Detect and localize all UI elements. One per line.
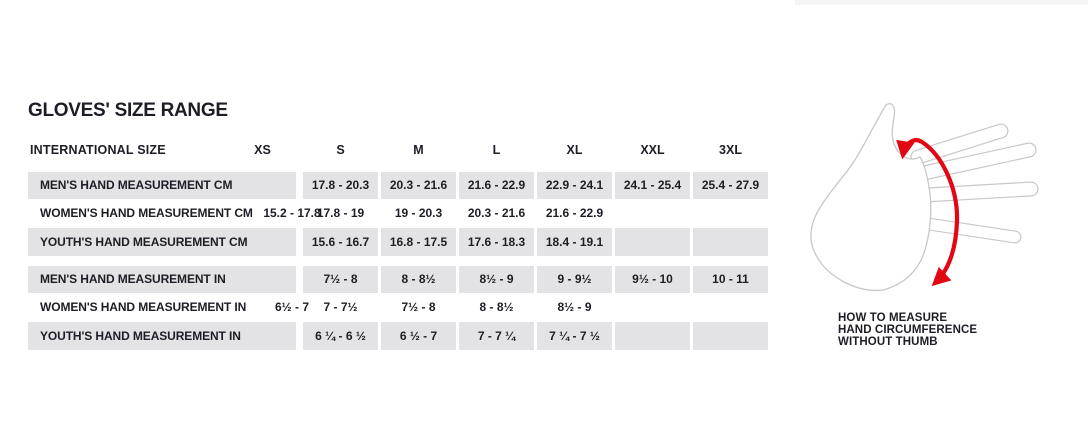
row-label-cell (28, 266, 296, 293)
size-header-3xl: 3XL (719, 143, 742, 157)
size-cell: 7 - 7½ (323, 300, 358, 314)
table-row-youth-in: YOUTH'S HAND MEASUREMENT IN 6 ¼ - 6 ½ 6 … (0, 322, 1088, 350)
caption-line: HAND CIRCUMFERENCE (838, 324, 978, 336)
size-cell: 20.3 - 21.6 (381, 172, 456, 199)
size-cell-empty (693, 228, 768, 256)
page-title: GLOVES' SIZE RANGE (28, 100, 228, 121)
row-label: MEN'S HAND MEASUREMENT IN (40, 272, 226, 286)
measure-arrow-icon (896, 138, 960, 287)
size-cell: 7 ¼ - 7 ½ (537, 322, 612, 350)
size-header-xxl: XXL (640, 143, 665, 157)
measure-caption: HOW TO MEASURE HAND CIRCUMFERENCE WITHOU… (838, 312, 977, 348)
size-cell-empty (615, 228, 690, 256)
size-cell: 19 - 20.3 (394, 206, 443, 220)
size-cell: 17.6 - 18.3 (459, 228, 534, 256)
caption-line: WITHOUT THUMB (838, 336, 938, 348)
top-edge-band (795, 0, 1088, 5)
size-cell: 15.6 - 16.7 (303, 228, 378, 256)
size-cell: 25.4 - 27.9 (693, 172, 768, 199)
row-label: WOMEN'S HAND MEASUREMENT IN (40, 300, 247, 314)
size-header-l: L (492, 143, 501, 157)
size-cell: 21.6 - 22.9 (459, 172, 534, 199)
size-cell-empty (615, 322, 690, 350)
size-cell: 8 - 8½ (381, 266, 456, 293)
table-row-women-cm: WOMEN'S HAND MEASUREMENT CM 15.2 - 17.8 … (0, 200, 1088, 227)
row-label: MEN'S HAND MEASUREMENT CM (40, 178, 233, 192)
size-cell: 24.1 - 25.4 (615, 172, 690, 199)
size-header-xl: XL (566, 143, 583, 157)
size-cell: 8 - 8½ (479, 300, 514, 314)
table-row-men-in: MEN'S HAND MEASUREMENT IN 7½ - 8 8 - 8½ … (0, 266, 1088, 293)
size-cell: 18.4 - 19.1 (537, 228, 612, 256)
row-label: YOUTH'S HAND MEASUREMENT CM (40, 235, 248, 249)
palm-thumb-outline (810, 103, 932, 292)
size-cell: 22.9 - 24.1 (537, 172, 612, 199)
row-label-cell (28, 228, 296, 256)
size-cell: 20.3 - 21.6 (467, 206, 526, 220)
size-header-m: M (413, 143, 424, 157)
size-cell-empty (693, 322, 768, 350)
size-cell: 17.8 - 19 (316, 206, 365, 220)
size-cell: 7½ - 8 (303, 266, 378, 293)
size-cell: 7 - 7 ¼ (459, 322, 534, 350)
size-cell: 17.8 - 20.3 (303, 172, 378, 199)
header-international-size: INTERNATIONAL SIZE (30, 143, 166, 157)
table-row-women-in: WOMEN'S HAND MEASUREMENT IN 6½ - 7 7 - 7… (0, 294, 1088, 321)
row-label-cell (28, 322, 296, 350)
size-cell: 7½ - 8 (401, 300, 436, 314)
row-label-cell (28, 172, 296, 199)
row-label: WOMEN'S HAND MEASUREMENT CM (40, 206, 253, 220)
size-cell: 8½ - 9 (459, 266, 534, 293)
size-cell: 8½ - 9 (557, 300, 592, 314)
size-cell: 16.8 - 17.5 (381, 228, 456, 256)
fingers (910, 123, 1039, 244)
caption-line: HOW TO MEASURE (838, 312, 948, 324)
table-row-men-cm: MEN'S HAND MEASUREMENT CM 17.8 - 20.3 20… (0, 172, 1088, 199)
size-header-s: S (336, 143, 345, 157)
table-row-youth-cm: YOUTH'S HAND MEASUREMENT CM 15.6 - 16.7 … (0, 228, 1088, 256)
size-cell-xs: 6½ - 7 (274, 300, 310, 314)
size-cell: 6 ½ - 7 (381, 322, 456, 350)
size-cell: 21.6 - 22.9 (545, 206, 604, 220)
size-cell: 9½ - 10 (615, 266, 690, 293)
size-cell-xs: 15.2 - 17.8 (263, 206, 321, 220)
size-cell: 6 ¼ - 6 ½ (303, 322, 378, 350)
size-header-xs: XS (254, 143, 271, 157)
hand-measurement-illustration (808, 93, 1060, 303)
size-cell: 10 - 11 (693, 266, 768, 293)
hand-outline-icon (810, 103, 1039, 292)
size-cell: 9 - 9½ (537, 266, 612, 293)
row-label: YOUTH'S HAND MEASUREMENT IN (40, 329, 241, 343)
